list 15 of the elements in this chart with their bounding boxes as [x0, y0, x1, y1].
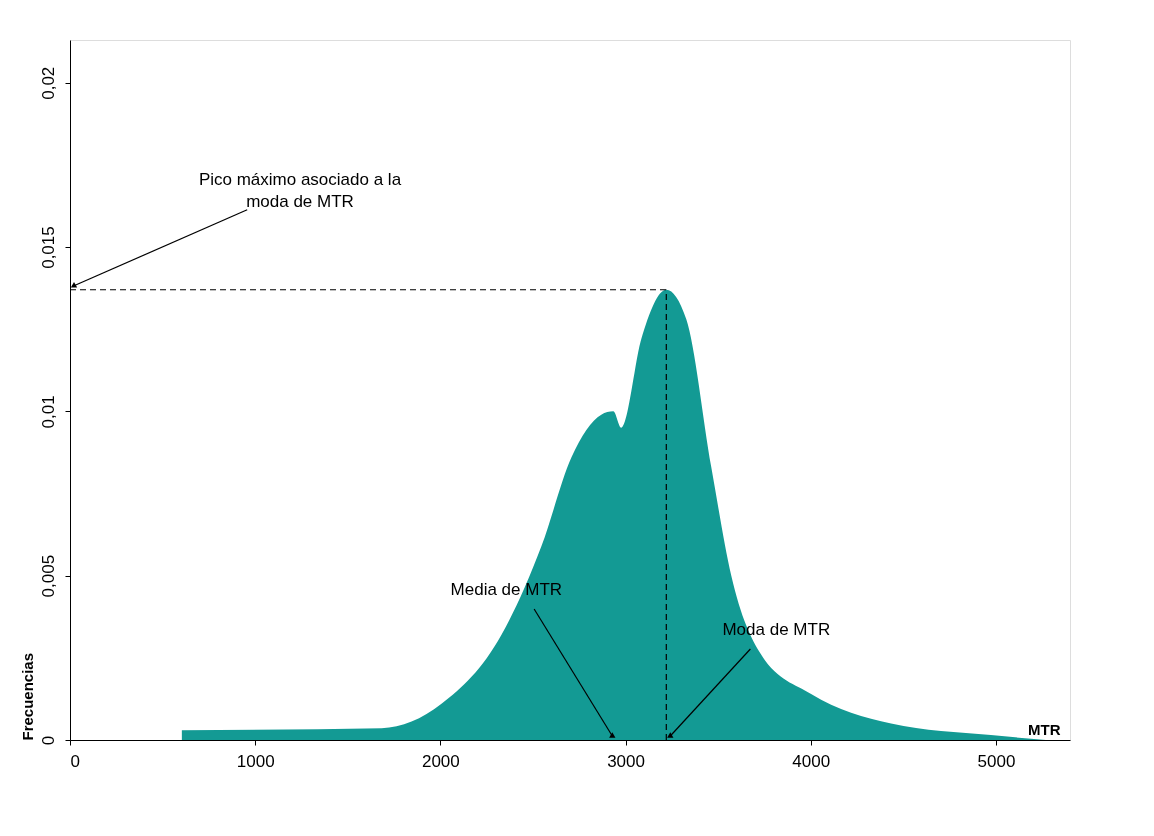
- annotation: Pico máximo asociado a la moda de MTR: [198, 169, 402, 211]
- x-tick-label: 5000: [977, 751, 1016, 771]
- x-tick-label: 2000: [421, 751, 460, 771]
- x-tick-label: 4000: [792, 751, 831, 771]
- y-tick-label: 0,01: [38, 395, 58, 429]
- x-tick-label: 0: [70, 751, 80, 771]
- x-tick-label: 1000: [236, 751, 275, 771]
- annotation: Media de MTR: [450, 580, 563, 599]
- y-tick-label: 0,005: [38, 554, 58, 598]
- y-tick-label: 0,02: [38, 66, 58, 100]
- x-axis-title: MTR: [1028, 720, 1061, 738]
- y-axis-title: Frecuencias: [18, 652, 36, 741]
- y-tick-label: 0: [38, 735, 58, 746]
- x-tick-label: 3000: [607, 751, 645, 771]
- y-tick-label: 0,015: [38, 226, 58, 269]
